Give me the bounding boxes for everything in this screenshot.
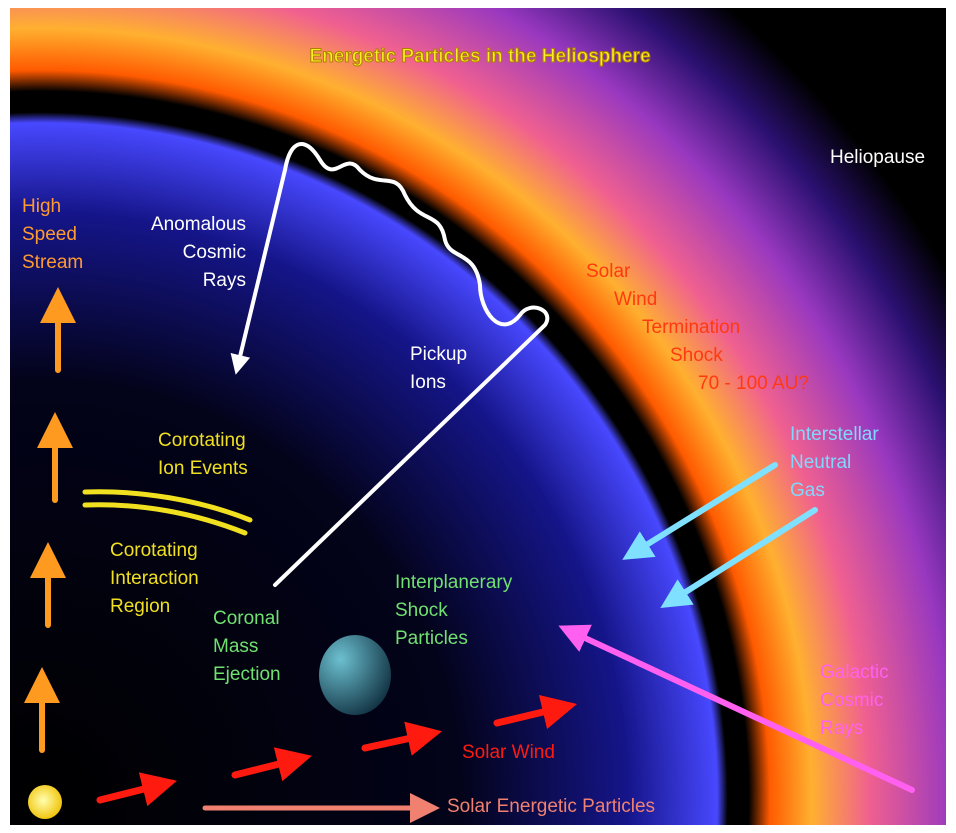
label-galactic-cosmic-rays: Cosmic (820, 690, 883, 711)
label-interplanetary-shock-particles: Shock (395, 600, 448, 621)
label-solar-wind: Solar Wind (462, 742, 555, 763)
label-anomalous-cosmic-rays: Cosmic (183, 242, 246, 263)
label-galactic-cosmic-rays: Galactic (820, 662, 889, 683)
sun (28, 785, 62, 819)
label-coronal-mass-ejection: Mass (213, 636, 258, 657)
title: Energetic Particles in the Heliosphere (309, 46, 650, 67)
label-high-speed-stream: High (22, 196, 61, 217)
planet (319, 635, 391, 715)
label-termination-shock: 70 - 100 AU? (698, 373, 809, 394)
heliosphere-background (10, 8, 946, 825)
label-heliopause: Heliopause (830, 147, 925, 168)
label-pickup-ions: Pickup (410, 344, 467, 365)
label-galactic-cosmic-rays: Rays (820, 718, 863, 739)
label-interplanetary-shock-particles: Particles (395, 628, 468, 649)
label-pickup-ions: Ions (410, 372, 446, 393)
label-corotating-interaction-region: Region (110, 596, 170, 617)
label-termination-shock: Solar (586, 261, 631, 282)
label-termination-shock: Shock (670, 345, 723, 366)
label-solar-energetic-particles: Solar Energetic Particles (447, 796, 655, 817)
label-corotating-ion-events: Ion Events (158, 458, 248, 479)
label-interstellar-neutral-gas: Interstellar (790, 424, 879, 445)
label-anomalous-cosmic-rays: Rays (203, 270, 246, 291)
label-corotating-interaction-region: Interaction (110, 568, 199, 589)
label-high-speed-stream: Stream (22, 252, 83, 273)
label-coronal-mass-ejection: Coronal (213, 608, 280, 629)
label-coronal-mass-ejection: Ejection (213, 664, 281, 685)
label-corotating-ion-events: Corotating (158, 430, 246, 451)
label-interstellar-neutral-gas: Neutral (790, 452, 851, 473)
label-corotating-interaction-region: Corotating (110, 540, 198, 561)
label-interstellar-neutral-gas: Gas (790, 480, 825, 501)
label-termination-shock: Wind (614, 289, 657, 310)
label-anomalous-cosmic-rays: Anomalous (151, 214, 246, 235)
label-termination-shock: Termination (642, 317, 740, 338)
label-high-speed-stream: Speed (22, 224, 77, 245)
label-interplanetary-shock-particles: Interplanerary (395, 572, 513, 593)
illustration: Energetic Particles in the Heliosphere H… (0, 0, 956, 833)
